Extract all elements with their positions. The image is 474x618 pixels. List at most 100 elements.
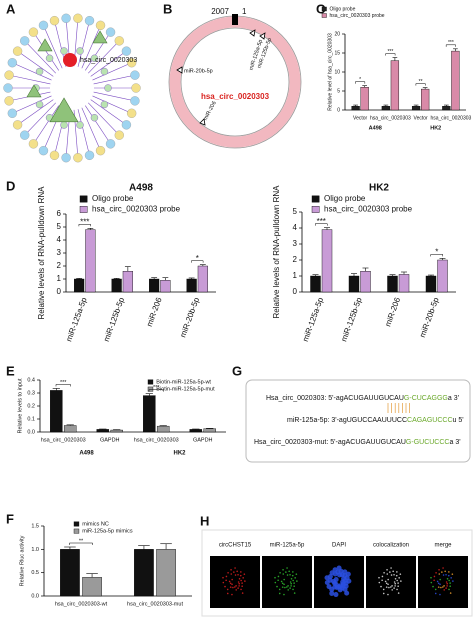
signal-dot xyxy=(394,585,396,587)
significance-label: ** xyxy=(79,538,84,544)
signal-dot xyxy=(382,588,385,591)
significance-bracket xyxy=(148,389,164,392)
signal-dot xyxy=(399,573,402,575)
seq-site: G-CUCAGGG xyxy=(404,395,448,402)
seq-suffix: a 3' xyxy=(449,439,460,446)
bar xyxy=(360,271,371,293)
signal-dot xyxy=(296,580,298,582)
panel-label: C xyxy=(316,1,326,16)
y-tick-label: 0 xyxy=(57,287,62,296)
signal-dot xyxy=(448,588,450,591)
signal-dot xyxy=(386,573,389,575)
signal-dot xyxy=(443,585,445,587)
signal-dot xyxy=(233,571,235,573)
signal-dot xyxy=(342,586,348,592)
significance-bracket xyxy=(191,260,204,263)
signal-dot xyxy=(393,587,395,589)
signal-dot xyxy=(381,575,384,578)
signal-dot xyxy=(329,590,335,596)
signal-dot xyxy=(452,580,454,582)
signal-dot xyxy=(449,592,452,594)
y-axis-label: Relative levels to input xyxy=(17,378,23,434)
significance-bracket xyxy=(78,224,91,227)
legend-label: Oligo probe xyxy=(92,194,134,203)
signal-dot xyxy=(387,583,389,586)
legend-swatch xyxy=(321,6,327,12)
node xyxy=(100,100,109,109)
edge xyxy=(93,74,135,85)
y-tick-label: 5 xyxy=(293,207,298,216)
signal-dot xyxy=(241,592,244,594)
legend-label: mimics NC xyxy=(82,521,109,527)
signal-dot xyxy=(445,573,447,576)
signal-dot xyxy=(437,586,440,588)
legend-swatch xyxy=(311,195,320,203)
signal-dot xyxy=(442,574,445,576)
bar xyxy=(74,278,85,293)
node xyxy=(121,46,132,56)
panel-label: E xyxy=(6,363,15,378)
bar xyxy=(381,105,390,111)
bar xyxy=(398,274,410,293)
node xyxy=(4,96,14,106)
edge xyxy=(90,50,127,77)
y-tick-label: 15 xyxy=(334,50,340,56)
micrograph xyxy=(210,556,260,608)
node xyxy=(84,150,95,160)
signal-dot xyxy=(277,579,279,582)
signal-dot xyxy=(396,571,398,573)
significance-label: *** xyxy=(448,40,454,46)
signal-dot xyxy=(240,571,242,573)
signal-dot xyxy=(293,585,295,587)
y-tick-label: 20 xyxy=(334,31,340,37)
signal-dot xyxy=(278,588,281,591)
node xyxy=(127,108,137,118)
node xyxy=(73,153,83,163)
signal-dot xyxy=(345,571,351,577)
signal-dot xyxy=(441,586,444,588)
signal-dot xyxy=(292,579,294,582)
signal-dot xyxy=(394,582,397,585)
edge xyxy=(93,91,135,102)
signal-dot xyxy=(433,579,435,582)
signal-dot xyxy=(225,575,228,578)
legend-swatch xyxy=(73,521,80,527)
signal-dot xyxy=(240,579,242,582)
node xyxy=(100,67,109,76)
significance-label: *** xyxy=(60,380,67,386)
legend-label: hsa_circ_0020303 probe xyxy=(92,205,181,214)
signal-dot xyxy=(332,584,338,590)
signal-dot xyxy=(432,585,434,588)
signal-dot xyxy=(283,583,285,586)
bar xyxy=(63,425,77,433)
signal-dot xyxy=(445,587,447,589)
bar xyxy=(156,425,170,433)
signal-dot xyxy=(447,574,450,577)
signal-dot xyxy=(440,586,442,589)
y-tick-label: 1 xyxy=(57,274,62,283)
node xyxy=(84,16,95,26)
signal-dot xyxy=(390,567,392,569)
signal-dot xyxy=(430,581,433,584)
signal-dot xyxy=(287,589,290,591)
node xyxy=(114,130,124,140)
edge xyxy=(85,31,111,71)
signal-dot xyxy=(382,592,385,595)
hub xyxy=(92,30,108,44)
signal-dot xyxy=(435,571,437,574)
signal-dot xyxy=(332,567,338,573)
legend-label: hsa_circ_0020303 probe xyxy=(324,205,413,214)
signal-dot xyxy=(449,582,451,584)
micrograph xyxy=(314,556,364,608)
image-panel: circCHST15 miR-125a-5p DAPI colocalization m… xyxy=(201,529,473,617)
panel-label: A xyxy=(6,1,16,16)
x-tick-label: hsa_circ_0020303 xyxy=(430,115,471,121)
node xyxy=(90,114,99,122)
seq-prefix: 5'-agACUGAUUGUCAU xyxy=(328,395,404,402)
bar xyxy=(122,271,133,293)
node-label: hsa_circ_0020303 xyxy=(80,57,137,64)
signal-dot xyxy=(439,583,441,586)
panel-label: F xyxy=(6,511,14,526)
y-tick-label: 0.4 xyxy=(27,377,35,383)
node xyxy=(104,84,112,92)
